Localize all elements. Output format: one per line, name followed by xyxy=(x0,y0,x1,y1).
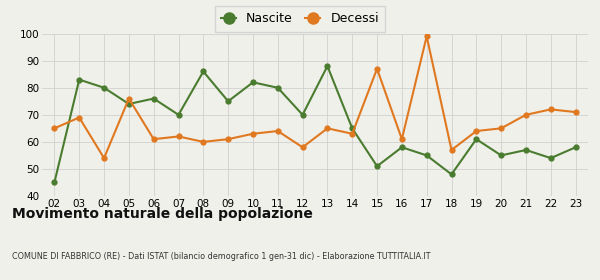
Legend: Nascite, Decessi: Nascite, Decessi xyxy=(215,6,385,32)
Text: COMUNE DI FABBRICO (RE) - Dati ISTAT (bilancio demografico 1 gen-31 dic) - Elabo: COMUNE DI FABBRICO (RE) - Dati ISTAT (bi… xyxy=(12,252,431,261)
Text: Movimento naturale della popolazione: Movimento naturale della popolazione xyxy=(12,207,313,221)
